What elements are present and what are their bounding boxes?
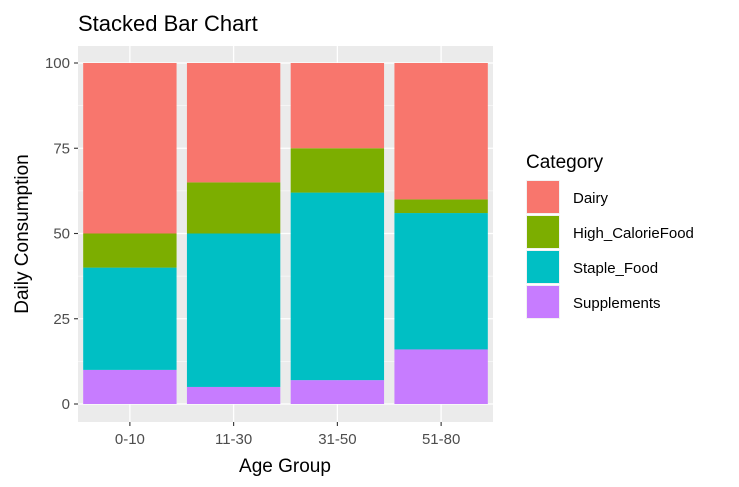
bars bbox=[83, 63, 488, 404]
legend: Category Dairy High_CalorieFood Staple_Foo… bbox=[526, 152, 694, 319]
x-tick-label: 11-30 bbox=[215, 431, 252, 448]
bar-high-caloriefood-11-30 bbox=[186, 182, 281, 234]
bar-dairy-11-30 bbox=[186, 63, 281, 183]
y-tick-label: 100 bbox=[45, 55, 70, 72]
bar-staple-food-51-80 bbox=[394, 213, 488, 350]
legend-swatch-supplements bbox=[527, 286, 559, 318]
y-tick-label: 50 bbox=[53, 226, 70, 243]
y-tick-label: 0 bbox=[62, 396, 70, 413]
bar-dairy-51-80 bbox=[394, 63, 488, 200]
legend-swatch-dairy bbox=[527, 181, 559, 213]
legend-label: Staple_Food bbox=[573, 260, 658, 277]
legend-label: Dairy bbox=[573, 190, 609, 207]
chart-title: Stacked Bar Chart bbox=[78, 11, 258, 36]
x-axis-title: Age Group bbox=[239, 456, 331, 477]
x-tick-label: 31-50 bbox=[318, 431, 356, 448]
legend-swatch-high-caloriefood bbox=[527, 216, 559, 248]
legend-swatch-staple-food bbox=[527, 251, 559, 283]
bar-high-caloriefood-51-80 bbox=[394, 199, 488, 214]
bar-supplements-11-30 bbox=[186, 386, 281, 404]
bar-staple-food-31-50 bbox=[290, 192, 385, 381]
bar-high-caloriefood-0-10 bbox=[83, 233, 177, 268]
x-tick-label: 0-10 bbox=[115, 431, 145, 448]
y-tick-label: 75 bbox=[53, 140, 70, 157]
legend-title: Category bbox=[526, 152, 604, 173]
y-axis: 0 25 50 75 100 bbox=[45, 55, 78, 413]
bar-dairy-0-10 bbox=[83, 63, 177, 234]
legend-label: High_CalorieFood bbox=[573, 225, 694, 242]
bar-staple-food-11-30 bbox=[186, 233, 281, 387]
legend-label: Supplements bbox=[573, 295, 661, 312]
bar-dairy-31-50 bbox=[290, 63, 385, 149]
x-tick-label: 51-80 bbox=[422, 431, 460, 448]
y-axis-title: Daily Consumption bbox=[12, 154, 33, 313]
bar-high-caloriefood-31-50 bbox=[290, 148, 385, 193]
bar-supplements-51-80 bbox=[394, 349, 488, 404]
x-axis: 0-10 11-30 31-50 51-80 bbox=[115, 422, 460, 448]
y-tick-label: 25 bbox=[53, 311, 70, 328]
bar-supplements-31-50 bbox=[290, 380, 385, 404]
bar-staple-food-0-10 bbox=[83, 267, 177, 370]
bar-supplements-0-10 bbox=[83, 369, 177, 404]
